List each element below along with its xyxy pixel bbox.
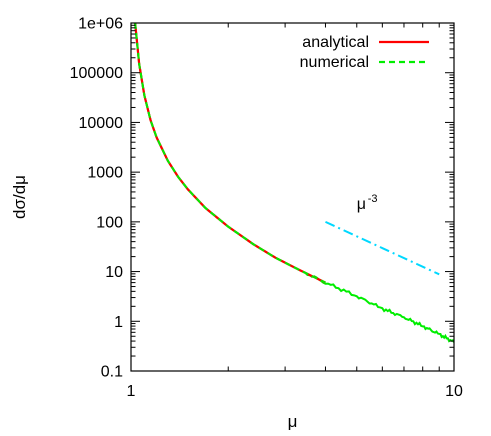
x-axis-label: μ [288, 412, 298, 431]
plot-frame [130, 22, 455, 372]
slope-annotation-exponent: -3 [368, 193, 378, 205]
y-tick-label: 1 [114, 314, 123, 331]
series-numerical-line [134, 23, 326, 284]
x-tick-label: 10 [445, 383, 463, 400]
y-tick-label: 10 [105, 264, 123, 281]
y-tick-label: 1e+06 [78, 16, 123, 33]
slope-annotation: μ [357, 196, 366, 213]
legend-label-analytical: analytical [302, 34, 369, 51]
y-axis-label: dσ/dμ [10, 175, 29, 219]
y-tick-label: 1000 [87, 165, 123, 182]
y-tick-label: 0.1 [101, 364, 123, 381]
slope-reference-line [325, 220, 440, 276]
y-tick-label: 10000 [79, 115, 124, 132]
y-tick-label: 100000 [70, 65, 123, 82]
legend-label-numerical: numerical [300, 54, 369, 71]
y-tick-label: 100 [96, 214, 123, 231]
x-tick-label: 1 [127, 383, 136, 400]
